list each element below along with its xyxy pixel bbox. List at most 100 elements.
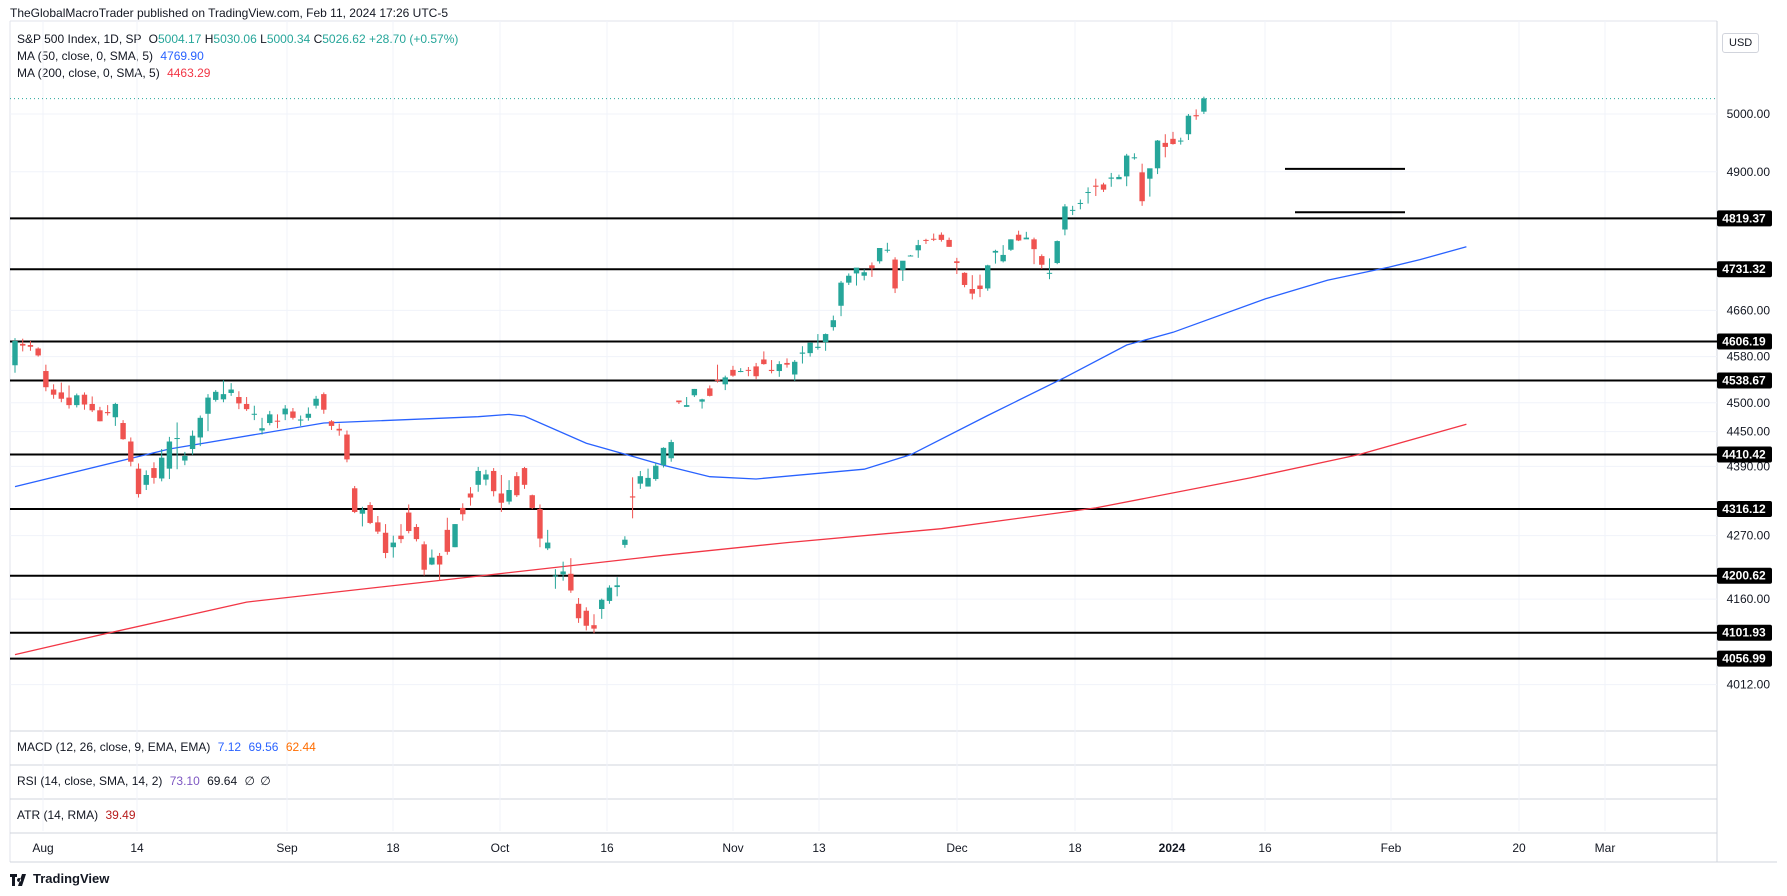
x-tick-label: Dec <box>946 841 967 855</box>
candle-body <box>97 410 103 422</box>
symbol-label[interactable]: S&P 500 Index, 1D, SP <box>17 32 142 46</box>
moving-average-lines <box>14 246 1467 656</box>
level-label: 4056.99 <box>1722 652 1766 666</box>
candle-body <box>846 275 852 283</box>
branding[interactable]: TradingView <box>10 871 109 886</box>
candle-body <box>676 400 682 403</box>
candle <box>575 598 582 623</box>
x-tick-label: 16 <box>1258 841 1272 855</box>
level-label-bg <box>1717 333 1772 350</box>
low-value: 5000.34 <box>266 32 311 46</box>
rsi-pane-legend[interactable]: RSI (14, close, SMA, 14, 2) 73.10 69.64 … <box>17 774 271 788</box>
candle-body <box>1062 206 1068 230</box>
candle <box>390 535 396 558</box>
macd-pane-legend[interactable]: MACD (12, 26, close, 9, EMA, EMA) 7.12 6… <box>17 740 316 754</box>
y-tick-label: 4900.00 <box>1727 165 1771 179</box>
candle-body <box>429 557 435 565</box>
candle-body <box>321 394 327 410</box>
x-tick-label: 18 <box>1068 841 1082 855</box>
candle <box>313 395 319 409</box>
candle <box>637 470 644 489</box>
candle <box>375 516 381 534</box>
candle <box>35 347 41 357</box>
candle <box>876 248 883 264</box>
candle <box>1046 258 1053 280</box>
candle-body <box>228 389 234 393</box>
candle-body <box>336 428 342 431</box>
ma50-legend[interactable]: MA (50, close, 0, SMA, 5) 4769.90 <box>17 48 458 65</box>
currency-selector[interactable]: USD <box>1722 33 1760 53</box>
candle <box>128 437 134 467</box>
candle <box>599 598 605 619</box>
candle-body <box>521 468 528 485</box>
candle-body <box>128 441 134 462</box>
macd-label[interactable]: MACD (12, 26, close, 9, EMA, EMA) <box>17 740 211 754</box>
candle-body <box>344 434 350 460</box>
candle-body <box>1093 185 1099 187</box>
candle-body <box>1147 168 1153 179</box>
atr-pane-legend[interactable]: ATR (14, RMA) 39.49 <box>17 808 136 822</box>
rsi-value-2: 69.64 <box>207 774 238 788</box>
ma50-label[interactable]: MA (50, close, 0, SMA, 5) <box>17 49 154 63</box>
candle <box>1062 204 1068 236</box>
candle-body <box>537 509 543 539</box>
macd-value-2: 69.56 <box>248 740 279 754</box>
candle-body <box>452 524 458 548</box>
candle <box>768 360 775 374</box>
candle <box>251 405 258 421</box>
candle <box>1015 230 1022 242</box>
candle-body <box>1162 142 1168 147</box>
candle-body <box>737 371 744 373</box>
y-tick-label: 4160.00 <box>1727 592 1771 606</box>
candle <box>267 410 273 426</box>
candle <box>954 257 960 274</box>
symbol-legend[interactable]: S&P 500 Index, 1D, SP O5004.17 H5030.06 … <box>17 31 458 48</box>
candle <box>1008 239 1014 251</box>
candle <box>529 494 535 510</box>
ma200-legend[interactable]: MA (200, close, 0, SMA, 5) 4463.29 <box>17 65 458 82</box>
y-tick-label: 4500.00 <box>1727 396 1771 410</box>
candle <box>135 463 142 498</box>
candle <box>506 480 512 505</box>
candle-body <box>81 394 88 405</box>
candle-body <box>1154 140 1161 169</box>
candle-body <box>236 397 242 404</box>
candle-body <box>120 423 126 440</box>
candle <box>197 415 203 447</box>
candle <box>328 420 335 430</box>
candle-body <box>892 259 898 289</box>
candle-body <box>267 414 273 424</box>
y-tick-label: 4660.00 <box>1727 303 1771 317</box>
high-label: H <box>204 32 214 46</box>
ma200-label[interactable]: MA (200, close, 0, SMA, 5) <box>17 66 160 80</box>
candle-body <box>351 488 358 512</box>
candle <box>938 232 945 242</box>
candle-body <box>954 261 960 264</box>
candle-body <box>568 573 574 591</box>
candle-body <box>668 442 674 459</box>
level-label-bg <box>1717 567 1772 584</box>
candle-body <box>653 465 659 480</box>
candle <box>398 524 404 544</box>
candle <box>174 422 180 470</box>
rsi-value-1: 73.10 <box>169 774 200 788</box>
candle <box>1201 96 1207 114</box>
candle-body <box>205 397 211 414</box>
candle-body <box>575 603 582 619</box>
candle <box>514 472 520 497</box>
candle <box>467 487 474 506</box>
candle <box>336 423 342 436</box>
candle-body <box>143 475 149 485</box>
candle <box>12 338 18 373</box>
candle-body <box>1100 184 1107 190</box>
candle-body <box>398 535 404 540</box>
candle-body <box>1178 140 1184 142</box>
candlesticks <box>12 96 1207 634</box>
candle-body <box>900 260 906 270</box>
candle-body <box>220 394 227 400</box>
rsi-label[interactable]: RSI (14, close, SMA, 14, 2) <box>17 774 163 788</box>
candle <box>853 267 860 286</box>
atr-label[interactable]: ATR (14, RMA) <box>17 808 99 822</box>
candle <box>259 417 265 435</box>
